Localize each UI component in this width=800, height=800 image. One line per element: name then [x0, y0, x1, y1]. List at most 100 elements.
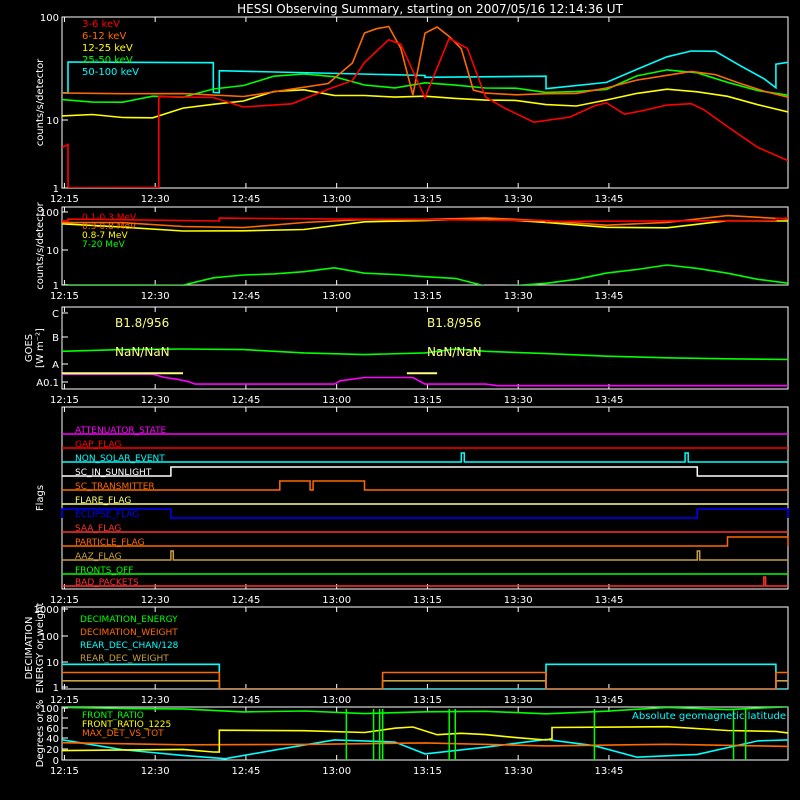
x-tick-label: 13:45 [595, 695, 624, 706]
x-tick-label: 12:30 [141, 194, 170, 205]
flag-label: NON_SOLAR_EVENT [75, 454, 165, 464]
legend-entry: 0.8-7 MeV [82, 231, 128, 241]
flag-label: ECLIPSE_FLAG [75, 510, 139, 520]
panel-energy-high-ylabel: counts/s/detector [35, 201, 46, 289]
panel-energy-low-frame [61, 16, 789, 189]
panel-decimation-y-tick-label: 100 [40, 632, 59, 643]
goes-annotation: NaN/NaN [427, 345, 482, 359]
panel-ratios-ylabel: Degrees or % [35, 700, 46, 768]
panel-energy-high-y-tick-label: 100 [40, 208, 59, 219]
panel-decimation-y-tick-label: 1 [53, 683, 59, 694]
x-tick-label: 12:45 [232, 595, 261, 606]
legend-entry: MAX_DET_VS_TOT [82, 729, 164, 739]
x-tick-label: 12:15 [50, 395, 79, 406]
x-tick-label: 13:30 [504, 395, 533, 406]
flag-label: PARTICLE_FLAG [75, 538, 145, 548]
flag-line [62, 550, 788, 561]
legend-entry: DECIMATION_WEIGHT [80, 628, 178, 638]
x-tick-label: 12:30 [141, 595, 170, 606]
flag-line [62, 480, 788, 491]
x-tick-label: 12:45 [232, 695, 261, 706]
goes-annotation: B1.8/956 [427, 316, 481, 330]
x-tick-label: 13:30 [504, 695, 533, 706]
panel-decimation-y-tick-label: 1000 [34, 605, 59, 616]
x-tick-label: 13:15 [413, 395, 442, 406]
x-tick-label: 13:15 [413, 695, 442, 706]
goes-annotation: NaN/NaN [115, 345, 170, 359]
series-line [62, 217, 788, 232]
panel-energy-low-y-tick-label: 10 [46, 116, 59, 127]
x-tick-label: 13:00 [322, 395, 351, 406]
panel-ratios-y-tick-label: 40 [46, 734, 59, 745]
panel-decimation-ylabel: ENERGY or weight [35, 603, 46, 694]
flag-line [62, 576, 788, 587]
legend-entry: REAR_DEC_CHAN/128 [80, 641, 179, 651]
flag-label: ATTENUATOR_STATE [75, 426, 167, 436]
panel-ratios-y-tick-label: 0 [53, 756, 59, 767]
x-tick-label: 13:15 [413, 291, 442, 302]
series-line [62, 373, 788, 387]
flag-label: FRONTS_OFF [75, 566, 133, 576]
legend-entry: 7-20 MeV [82, 240, 126, 250]
series-line [62, 348, 788, 361]
panel-decimation-time-axis: 12:15 12:30 12:45 13:00 13:15 13:30 13:45 [50, 607, 623, 706]
flag-label: BAD_PACKETS [75, 578, 139, 588]
x-tick-label: 12:45 [232, 766, 261, 777]
legend-entry: FRONT_RATIO_1225 [82, 720, 171, 730]
legend-entry: 50-100 keV [82, 67, 139, 78]
x-tick-label: 12:30 [141, 395, 170, 406]
panel-energy-low-y-tick-label: 100 [40, 13, 59, 24]
panel-ratios-frame [61, 706, 789, 761]
flag-line [61, 508, 789, 519]
x-tick-label: 12:30 [141, 766, 170, 777]
x-tick-label: 13:15 [413, 194, 442, 205]
panel-energy-low-time-axis: 12:15 12:30 12:45 13:00 13:15 13:30 13:45 [50, 17, 623, 205]
x-tick-label: 13:00 [322, 695, 351, 706]
series-line [62, 264, 788, 285]
panel-flags-frame [61, 406, 789, 590]
panel-goes-y-tick-label: A [52, 360, 59, 371]
x-tick-label: 13:45 [595, 595, 624, 606]
panel-goes-y-tick-label: B [52, 333, 59, 344]
x-tick-label: 13:00 [322, 291, 351, 302]
panel-energy-high-time-axis: 12:15 12:30 12:45 13:00 13:15 13:30 13:45 [50, 207, 623, 302]
series-line [62, 671, 788, 689]
flag-label: SC_IN_SUNLIGHT [75, 468, 152, 478]
x-tick-label: 13:00 [322, 766, 351, 777]
x-tick-label: 13:15 [413, 766, 442, 777]
flag-label: GAP_FLAG [75, 440, 121, 450]
panel-flags-ylabel: Flags [35, 485, 46, 511]
legend-entry: 0.1-0.3 MeV [82, 213, 137, 223]
flag-line [62, 536, 789, 547]
panel-energy-high-frame [61, 206, 789, 286]
panel-goes-frame [61, 306, 789, 390]
panel-ratios-y-tick-label: 100 [40, 704, 59, 715]
series-line [62, 25, 788, 98]
legend-entry: DECIMATION_ENERGY [80, 615, 178, 625]
goes-annotation: B1.8/956 [115, 316, 169, 330]
flag-label: SAA_FLAG [75, 524, 121, 534]
panel-decimation-ylabel: DECIMATION [24, 616, 35, 679]
panel-goes-ylabel: [W m⁻²] [35, 328, 46, 368]
chart-title: HESSI Observing Summary, starting on 200… [237, 2, 623, 16]
x-tick-label: 12:45 [232, 291, 261, 302]
x-tick-label: 13:45 [595, 194, 624, 205]
x-tick-label: 13:15 [413, 595, 442, 606]
x-tick-label: 12:30 [141, 695, 170, 706]
legend-entry: REAR_DEC_WEIGHT [80, 654, 169, 664]
x-tick-label: 12:15 [50, 291, 79, 302]
panel-goes-y-tick-label: C [52, 309, 59, 320]
x-tick-label: 13:30 [504, 194, 533, 205]
legend-entry: 3-6 keV [82, 19, 120, 30]
x-tick-label: 13:45 [595, 291, 624, 302]
panel-decimation-y-tick-label: 10 [46, 658, 59, 669]
panel-ratios-time-axis: 12:15 12:30 12:45 13:00 13:15 13:30 13:45 [50, 707, 623, 777]
x-tick-label: 12:45 [232, 194, 261, 205]
x-tick-label: 13:30 [504, 766, 533, 777]
panel-goes-time-axis: 12:15 12:30 12:45 13:00 13:15 13:30 13:45 [50, 307, 623, 406]
x-tick-label: 12:15 [50, 194, 79, 205]
panel-flags-time-axis: 12:15 12:30 12:45 13:00 13:15 13:30 13:45 [50, 407, 623, 606]
panel-ratios-y-tick-label: 20 [46, 745, 59, 756]
series-line [62, 738, 788, 760]
